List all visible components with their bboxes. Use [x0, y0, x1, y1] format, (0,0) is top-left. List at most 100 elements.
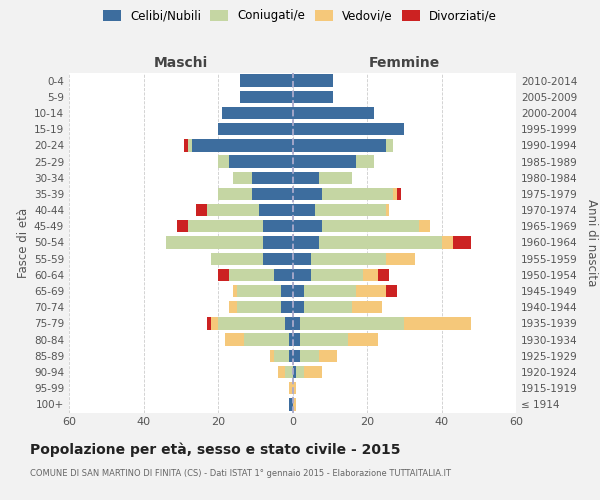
- Bar: [293, 204, 315, 216]
- Bar: [263, 220, 293, 232]
- Bar: [218, 156, 229, 168]
- Text: Femmine: Femmine: [368, 56, 440, 70]
- Bar: [386, 285, 397, 297]
- Bar: [322, 220, 419, 232]
- Bar: [293, 123, 404, 136]
- Bar: [319, 350, 337, 362]
- Bar: [293, 90, 334, 103]
- Bar: [386, 252, 415, 265]
- Bar: [188, 139, 192, 151]
- Bar: [349, 334, 378, 346]
- Bar: [229, 268, 274, 281]
- Bar: [278, 366, 285, 378]
- Y-axis label: Fasce di età: Fasce di età: [17, 208, 30, 278]
- Bar: [319, 172, 352, 184]
- Bar: [222, 107, 293, 119]
- Bar: [404, 318, 472, 330]
- Bar: [293, 350, 300, 362]
- Bar: [177, 220, 188, 232]
- Bar: [218, 188, 251, 200]
- Bar: [393, 188, 397, 200]
- Text: Popolazione per età, sesso e stato civile - 2015: Popolazione per età, sesso e stato civil…: [30, 442, 401, 457]
- Bar: [296, 366, 304, 378]
- Bar: [293, 285, 304, 297]
- Bar: [241, 90, 293, 103]
- Bar: [304, 366, 322, 378]
- Bar: [218, 123, 293, 136]
- Bar: [285, 366, 293, 378]
- Bar: [281, 285, 293, 297]
- Bar: [270, 350, 274, 362]
- Bar: [274, 268, 293, 281]
- Bar: [293, 382, 296, 394]
- Bar: [442, 236, 452, 248]
- Bar: [452, 236, 472, 248]
- Bar: [218, 318, 285, 330]
- Bar: [218, 268, 229, 281]
- Bar: [356, 285, 386, 297]
- Bar: [196, 204, 207, 216]
- Bar: [293, 188, 322, 200]
- Bar: [184, 139, 188, 151]
- Bar: [397, 188, 401, 200]
- Bar: [356, 156, 374, 168]
- Bar: [263, 236, 293, 248]
- Bar: [363, 268, 378, 281]
- Bar: [293, 74, 334, 86]
- Bar: [322, 188, 393, 200]
- Bar: [293, 107, 374, 119]
- Bar: [229, 301, 236, 314]
- Bar: [289, 334, 293, 346]
- Bar: [244, 334, 289, 346]
- Bar: [378, 268, 389, 281]
- Bar: [207, 204, 259, 216]
- Bar: [263, 252, 293, 265]
- Bar: [281, 301, 293, 314]
- Bar: [293, 366, 296, 378]
- Text: Maschi: Maschi: [154, 56, 208, 70]
- Bar: [289, 350, 293, 362]
- Bar: [304, 301, 352, 314]
- Bar: [293, 139, 386, 151]
- Bar: [293, 334, 300, 346]
- Bar: [304, 285, 356, 297]
- Bar: [251, 188, 293, 200]
- Bar: [259, 204, 293, 216]
- Bar: [289, 382, 293, 394]
- Text: COMUNE DI SAN MARTINO DI FINITA (CS) - Dati ISTAT 1° gennaio 2015 - Elaborazione: COMUNE DI SAN MARTINO DI FINITA (CS) - D…: [30, 468, 451, 477]
- Bar: [233, 172, 251, 184]
- Bar: [319, 236, 442, 248]
- Bar: [293, 236, 319, 248]
- Bar: [233, 285, 236, 297]
- Bar: [293, 156, 356, 168]
- Legend: Celibi/Nubili, Coniugati/e, Vedovi/e, Divorziati/e: Celibi/Nubili, Coniugati/e, Vedovi/e, Di…: [99, 6, 501, 26]
- Bar: [192, 139, 293, 151]
- Bar: [236, 301, 281, 314]
- Bar: [300, 334, 349, 346]
- Bar: [236, 285, 281, 297]
- Bar: [386, 139, 393, 151]
- Bar: [293, 301, 304, 314]
- Bar: [293, 220, 322, 232]
- Bar: [419, 220, 430, 232]
- Bar: [293, 252, 311, 265]
- Bar: [166, 236, 263, 248]
- Bar: [251, 172, 293, 184]
- Bar: [311, 252, 386, 265]
- Bar: [211, 252, 263, 265]
- Bar: [188, 220, 263, 232]
- Bar: [386, 204, 389, 216]
- Bar: [300, 318, 404, 330]
- Bar: [293, 172, 319, 184]
- Bar: [211, 318, 218, 330]
- Bar: [293, 398, 296, 410]
- Y-axis label: Anni di nascita: Anni di nascita: [584, 199, 598, 286]
- Bar: [229, 156, 293, 168]
- Bar: [207, 318, 211, 330]
- Bar: [311, 268, 363, 281]
- Bar: [352, 301, 382, 314]
- Bar: [293, 318, 300, 330]
- Bar: [293, 268, 311, 281]
- Bar: [315, 204, 386, 216]
- Bar: [274, 350, 289, 362]
